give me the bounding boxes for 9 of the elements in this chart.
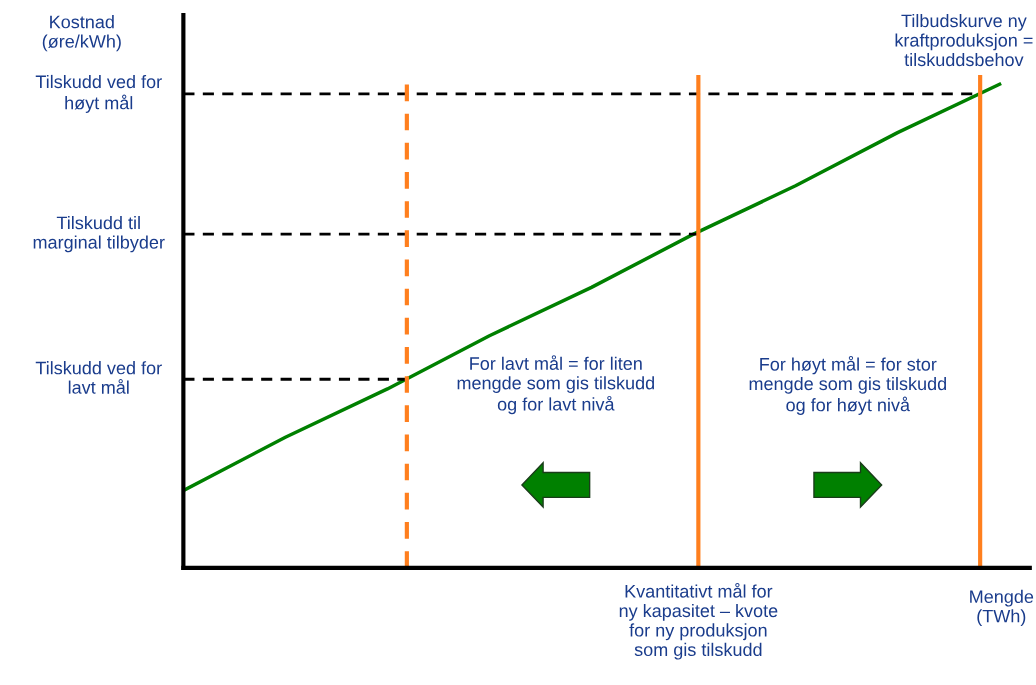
annotation: For høyt mål = for stor mengde som gis tilskudd og for høyt nivå	[749, 355, 946, 415]
text: Kvantitativt mål for ny kapasitet – kvote for ny produksjon som gis tilskudd	[619, 582, 778, 660]
y-axis-title: Kostnad (øre/kWh)	[42, 15, 121, 52]
ref-line-label: Tilskudd ved for lavt mål	[35, 361, 162, 394]
annotation: For lavt mål = for liten mengde som gis tilskudd og for lavt nivå	[457, 355, 654, 415]
ref-line-label: Tilskudd ved for høyt mål	[35, 74, 162, 113]
x-axis-title: Mengde (TWh)	[970, 589, 1034, 627]
text: Tilbudskurve ny kraftproduksjon = tilskuddsbehov	[895, 13, 1033, 67]
ref-line-label: Tilskudd til marginal tilbyder	[33, 216, 165, 253]
